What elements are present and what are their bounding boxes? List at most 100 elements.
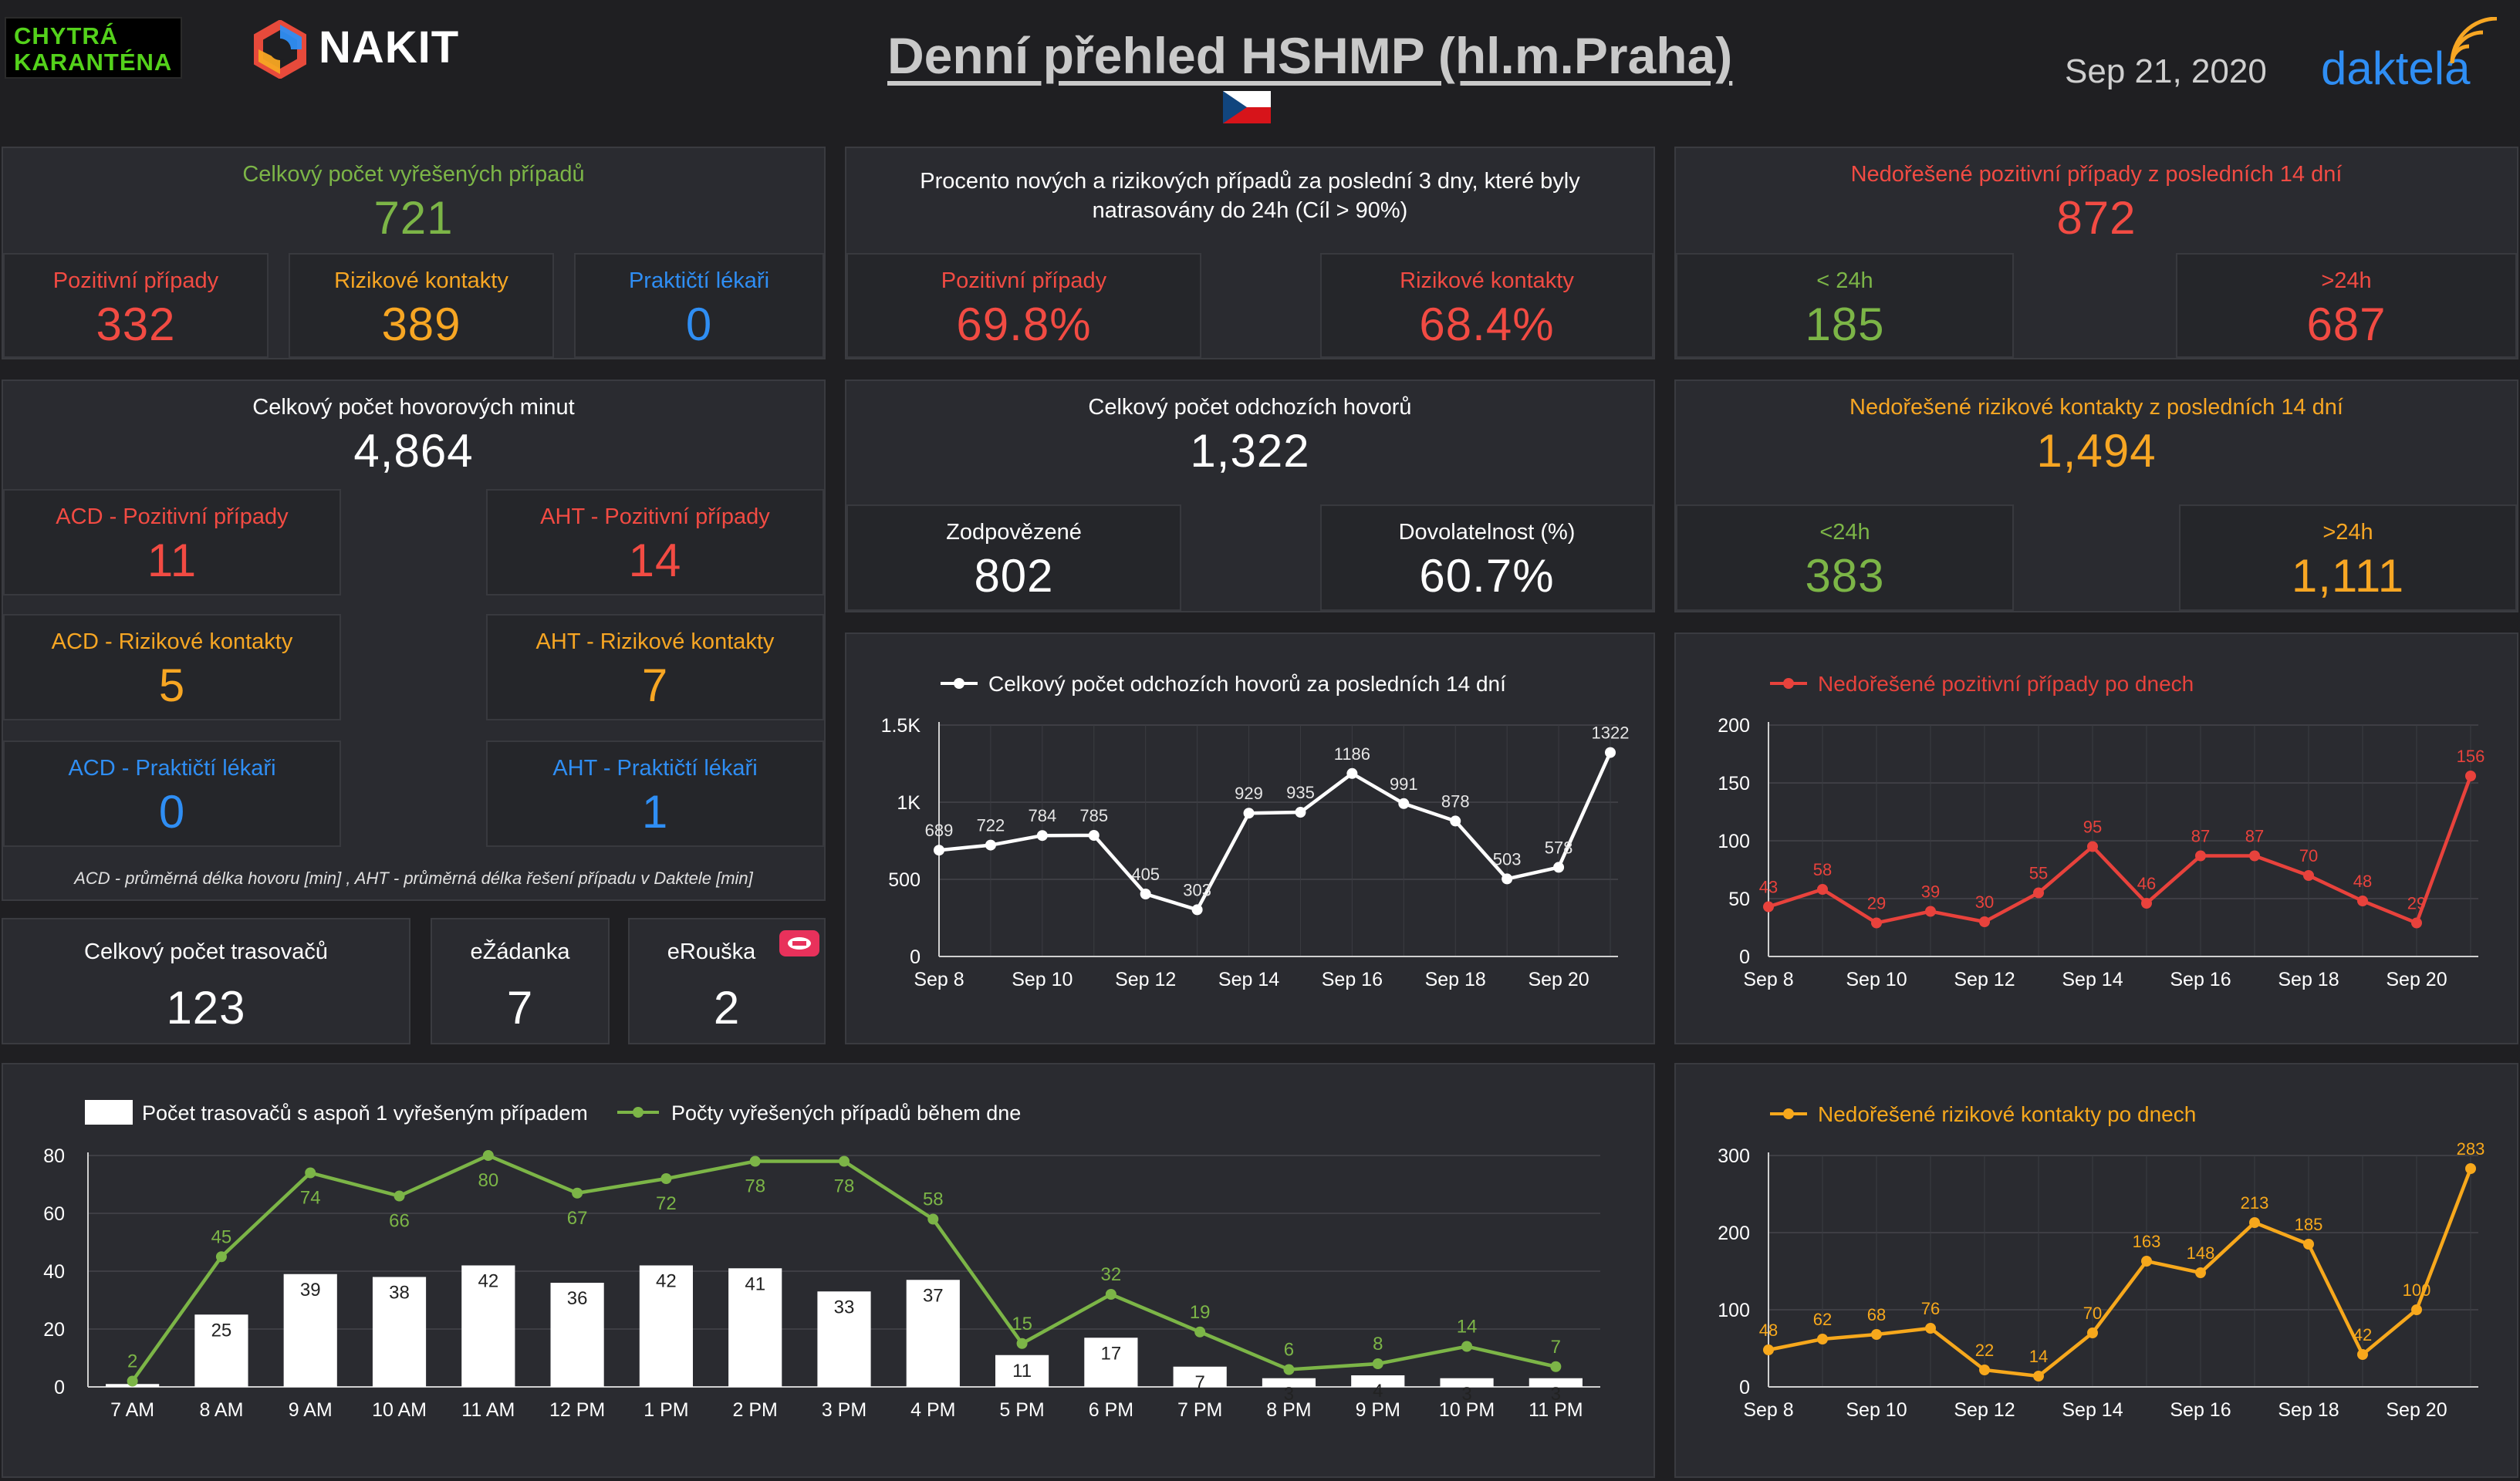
data-point	[2141, 898, 2152, 909]
bar	[728, 1268, 782, 1387]
bar-label: 4	[1373, 1381, 1383, 1402]
data-point	[660, 1173, 672, 1184]
tracers-label: Celkový počet trasovačů	[84, 940, 328, 964]
aht-positive-value: 14	[628, 535, 682, 586]
y-tick-label: 50	[1728, 889, 1750, 910]
data-label: 14	[2029, 1347, 2048, 1366]
y-tick-label: 200	[1718, 715, 1750, 737]
unresolved-risk-label: Nedořešené rizikové kontakty z posledníc…	[1849, 395, 2343, 420]
unresolved-risk-lt-label: <24h	[1819, 520, 1870, 545]
data-point	[1763, 901, 1774, 913]
unresolved-positive-lt-value: 185	[1805, 299, 1885, 350]
x-tick-label: 1 PM	[644, 1399, 688, 1421]
resolved-positive-card: Pozitivní případy 332	[3, 253, 269, 358]
acd-positive-card: ACD - Pozitivní případy 11	[3, 489, 341, 595]
acd-risk-label: ACD - Rizikové kontakty	[51, 629, 293, 654]
x-tick-label: 7 PM	[1177, 1399, 1222, 1421]
x-tick-label: 8 AM	[199, 1399, 243, 1421]
x-tick-label: 11 PM	[1529, 1399, 1583, 1421]
calls-label: Celkový počet odchozích hovorů	[1088, 395, 1412, 420]
data-point	[2465, 771, 2476, 781]
resolved-risk-card: Rizikové kontakty 389	[289, 253, 554, 358]
x-tick-label: 3 PM	[822, 1399, 866, 1421]
data-label: 72	[656, 1193, 677, 1214]
bar-label: 11	[1012, 1361, 1032, 1381]
x-tick-label: Sep 10	[1012, 969, 1073, 990]
data-label: 15	[1012, 1314, 1032, 1334]
reachability-value: 60.7%	[1419, 550, 1555, 602]
minutes-label: Celkový počet hovorových minut	[252, 395, 575, 420]
data-label: 689	[925, 821, 954, 840]
acd-doctors-label: ACD - Praktičtí lékaři	[68, 756, 276, 781]
data-label: 48	[1759, 1321, 1778, 1340]
hourly-chart: Počet trasovačů s aspoň 1 vyřešeným příp…	[43, 1100, 1600, 1421]
bar	[1351, 1375, 1405, 1387]
y-tick-label: 80	[43, 1145, 65, 1167]
data-point	[1346, 767, 1358, 779]
resolved-label: Celkový počet vyřešených případů	[242, 162, 585, 187]
bar-label: 7	[1194, 1372, 1204, 1393]
x-tick-label: 10 AM	[372, 1399, 427, 1421]
data-label: 30	[1975, 892, 1994, 912]
data-point	[1194, 1326, 1206, 1338]
unresolved-risk-value: 1,494	[2036, 425, 2157, 477]
chart-title: Nedořešené pozitivní případy po dnech	[1818, 672, 2194, 696]
data-point	[1295, 807, 1306, 818]
resolved-value: 721	[373, 192, 454, 244]
bar	[461, 1265, 515, 1387]
x-tick-label: Sep 12	[1954, 1399, 2015, 1421]
data-point	[1036, 830, 1048, 842]
legend-marker	[954, 678, 964, 689]
data-label: 74	[300, 1188, 321, 1209]
data-point	[127, 1375, 138, 1387]
bar-label: 36	[567, 1288, 588, 1309]
x-tick-label: Sep 16	[1322, 969, 1383, 990]
erouska-value: 2	[713, 982, 741, 1034]
data-label: 48	[2353, 872, 2372, 891]
x-tick-label: 12 PM	[549, 1399, 605, 1421]
traced-positive-value: 69.8%	[956, 299, 1092, 350]
data-label: 78	[834, 1176, 855, 1197]
bar-label: 3	[1551, 1384, 1561, 1405]
y-tick-label: 300	[1718, 1145, 1750, 1167]
data-label: 929	[1235, 784, 1263, 803]
data-point	[2141, 1256, 2152, 1267]
data-point	[839, 1155, 850, 1167]
unresolved-risk-chart-panel: Nedořešené rizikové kontakty po dnech 0 10…	[1674, 1063, 2518, 1478]
erouska-label: eRouška	[667, 940, 756, 964]
data-point	[2303, 870, 2314, 881]
data-label: 19	[1190, 1302, 1211, 1323]
data-label: 6	[1284, 1340, 1294, 1361]
traced-risk-label: Rizikové kontakty	[1400, 268, 1574, 293]
y-tick-label: 200	[1718, 1223, 1750, 1244]
data-point	[394, 1190, 405, 1202]
data-label: 185	[2295, 1215, 2323, 1234]
legend-line-label: Počty vyřešených případů během dne	[671, 1101, 1021, 1125]
bar	[194, 1314, 248, 1387]
x-tick-label: Sep 20	[2386, 1399, 2447, 1421]
data-point	[1461, 1341, 1473, 1352]
minutes-footnote: ACD - průměrná délka hovoru [min] , AHT …	[74, 869, 753, 888]
acd-doctors-value: 0	[158, 786, 186, 838]
data-point	[1817, 1334, 1828, 1344]
unresolved-risk-gt-label: >24h	[2322, 520, 2373, 545]
y-tick-label: 1.5K	[881, 715, 921, 737]
data-point	[215, 1251, 227, 1263]
unresolved-risk-panel: Nedořešené rizikové kontakty z posledníc…	[1674, 380, 2518, 612]
data-point	[2357, 1349, 2368, 1360]
data-label: 7	[1551, 1337, 1561, 1358]
data-label: 935	[1286, 783, 1315, 802]
data-point	[2357, 896, 2368, 906]
y-tick-label: 1K	[897, 792, 921, 814]
data-label: 405	[1131, 865, 1160, 884]
unresolved-positive-label: Nedořešené pozitivní případy z posledníc…	[1850, 162, 2343, 187]
unresolved-positive-lt-card: < 24h 185	[1676, 253, 2014, 358]
unresolved-positive-chart-panel: Nedořešené pozitivní případy po dnech 0 50…	[1674, 633, 2518, 1044]
x-tick-label: 7 AM	[110, 1399, 154, 1421]
resolved-doctors-label: Praktičtí lékaři	[628, 268, 770, 293]
data-label: 722	[977, 816, 1005, 835]
unresolved-positive-lt-label: < 24h	[1816, 268, 1873, 293]
x-tick-label: Sep 12	[1954, 969, 2015, 990]
y-tick-label: 0	[1739, 946, 1750, 968]
data-label: 58	[923, 1189, 944, 1210]
